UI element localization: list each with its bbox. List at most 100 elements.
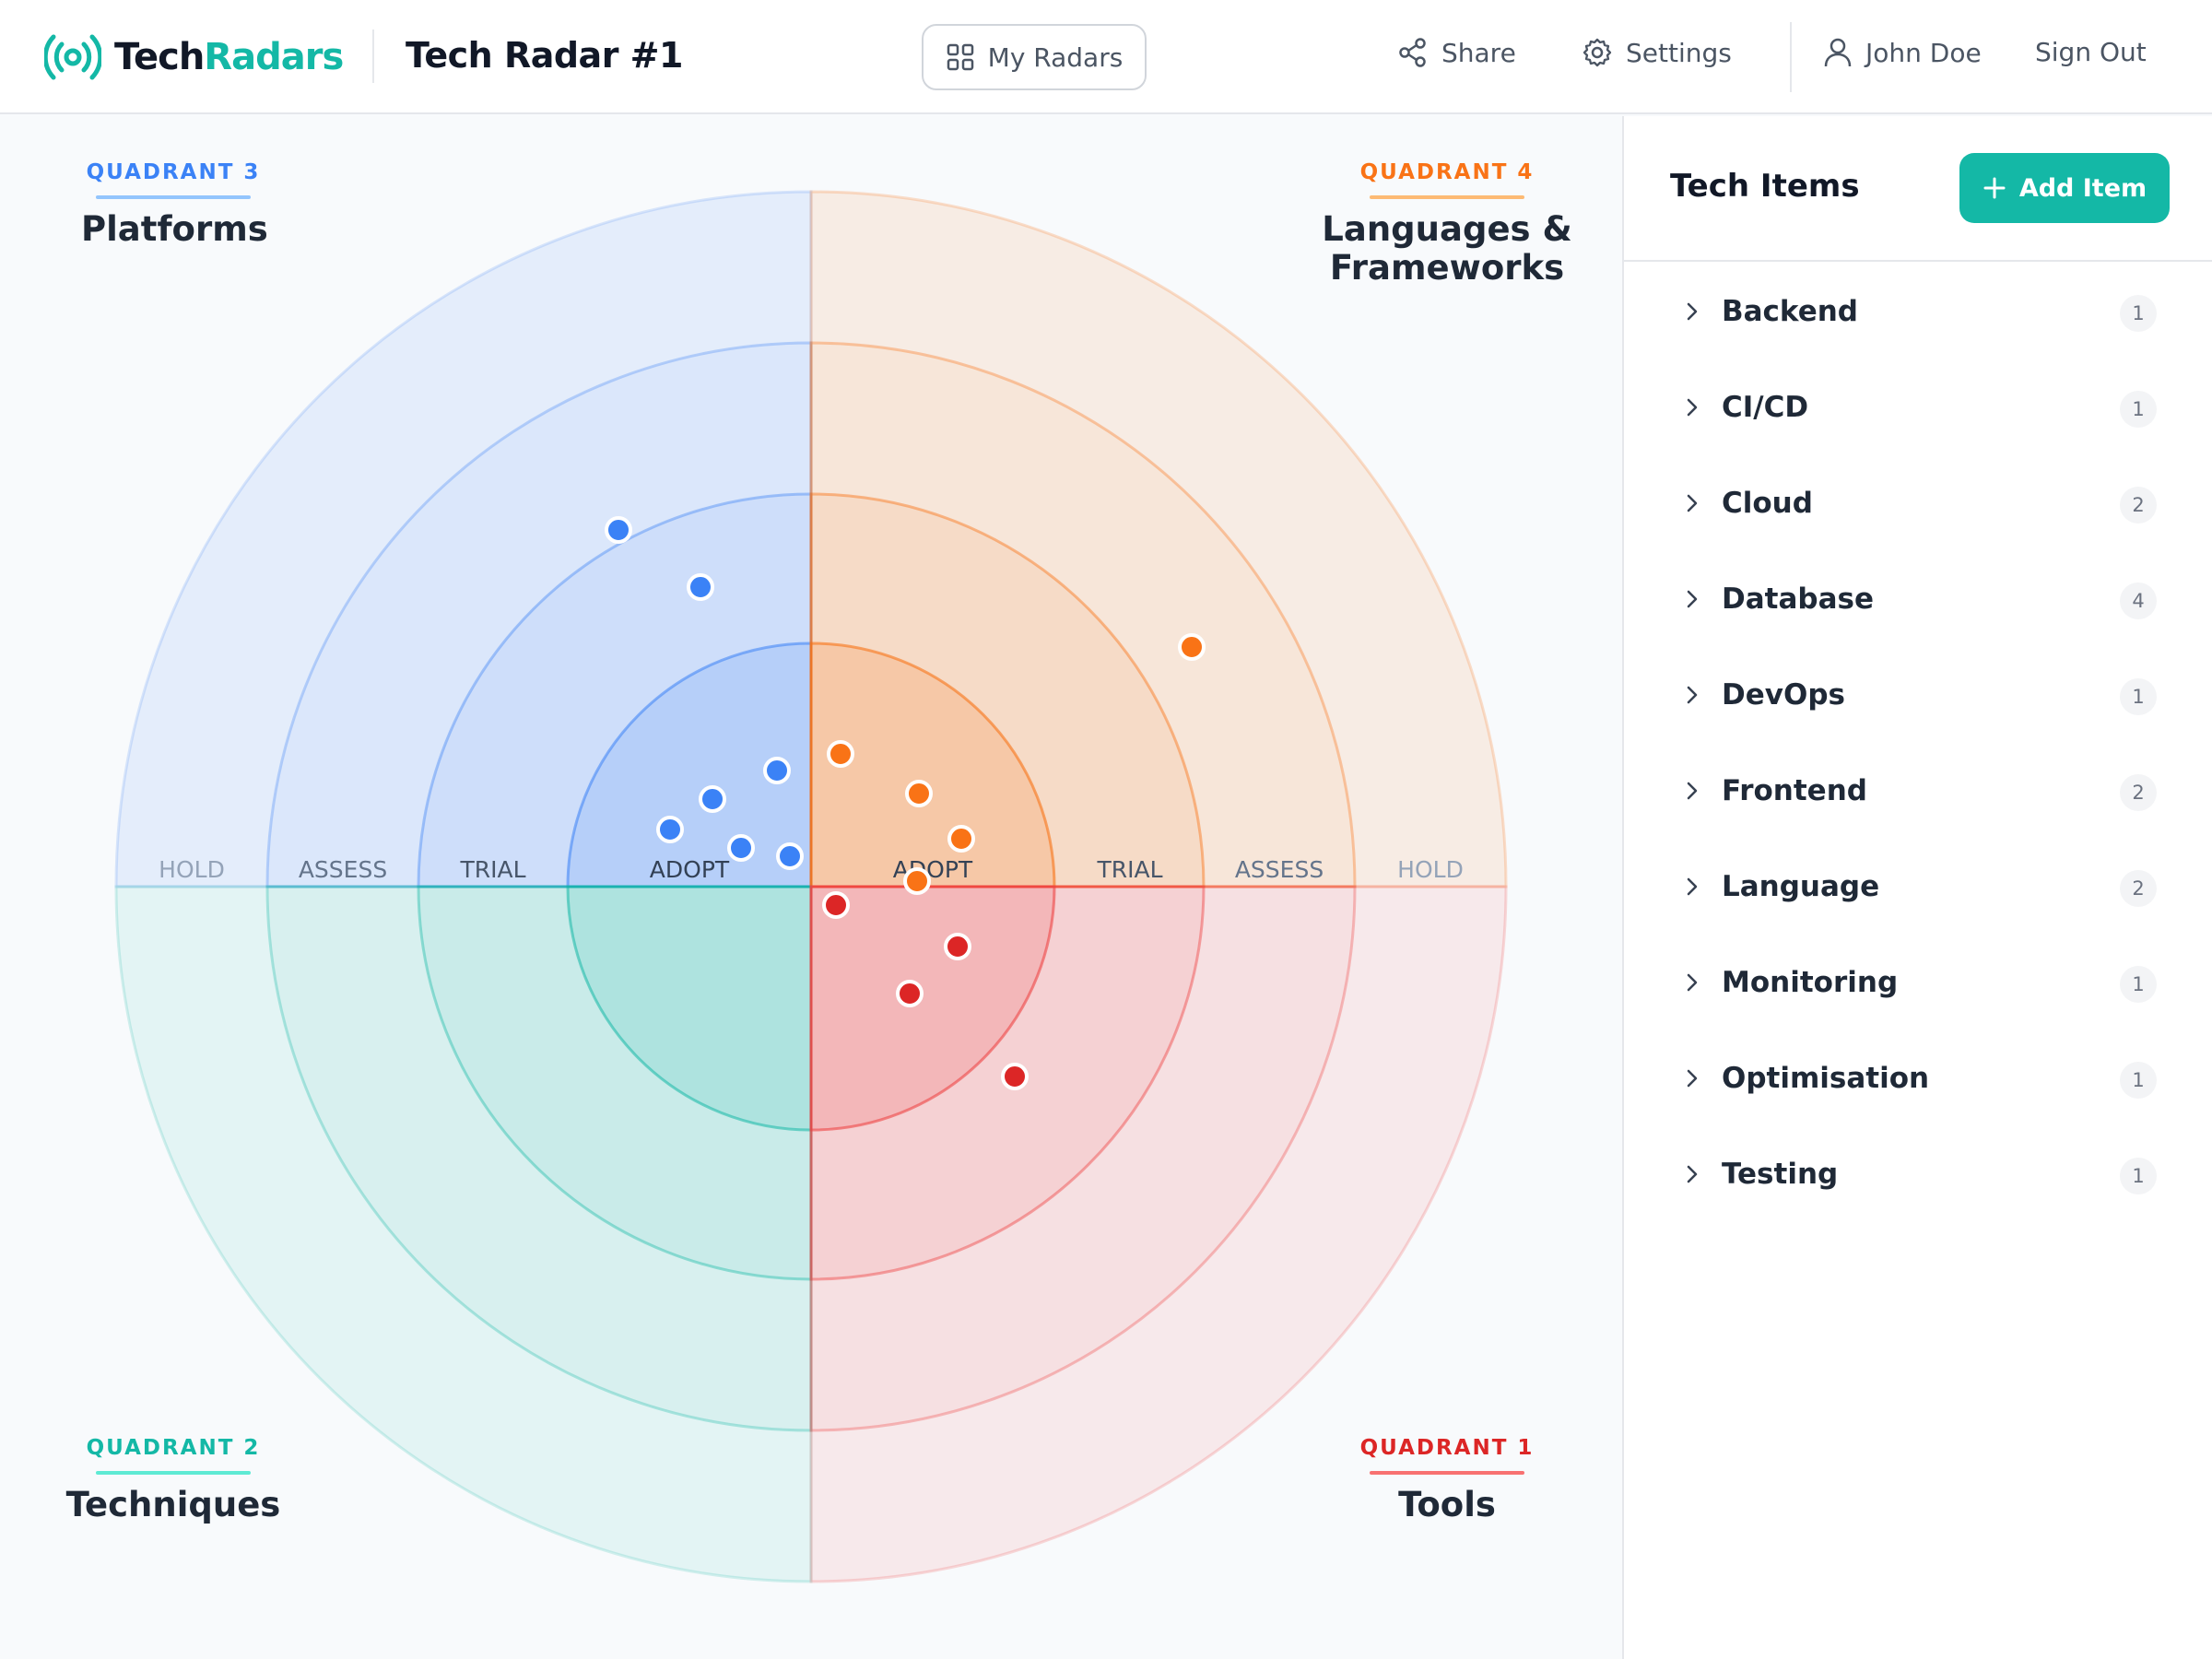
gear-icon: [1583, 38, 1612, 67]
radar-chart: HOLD ASSESS TRIAL ADOPT ADOPT TRIAL ASSE…: [114, 190, 1508, 1583]
q3-ring-adopt: [566, 641, 813, 888]
blip[interactable]: [763, 757, 791, 784]
share-icon: [1399, 38, 1426, 67]
grid-icon: [947, 43, 973, 71]
quadrant-4-label: QUADRANT 4 Languages & Frameworks: [1309, 160, 1585, 288]
quadrant-3-rings: [114, 190, 813, 888]
quadrant-1-number: QUADRANT 1: [1359, 1436, 1535, 1460]
blip[interactable]: [905, 780, 933, 807]
quadrant-4-name-line1: Languages &: [1322, 209, 1572, 249]
blip[interactable]: [656, 816, 684, 843]
blip[interactable]: [944, 933, 971, 960]
add-item-label: Add Item: [2018, 173, 2147, 203]
share-label: Share: [1441, 37, 1516, 68]
chevron-right-icon: [1687, 590, 1698, 608]
category-count-badge: 1: [2120, 678, 2157, 715]
blip[interactable]: [1178, 633, 1206, 661]
category-item-devops[interactable]: DevOps 1: [1624, 647, 2212, 743]
user-icon: [1824, 38, 1852, 67]
app-logo[interactable]: Tech Radars: [44, 31, 344, 83]
category-count-badge: 1: [2120, 966, 2157, 1003]
q1-ring-adopt: [809, 885, 1056, 1132]
category-count-badge: 1: [2120, 295, 2157, 332]
quadrant-3-underline: [96, 195, 251, 199]
chevron-right-icon: [1687, 877, 1698, 896]
category-item-database[interactable]: Database 4: [1624, 551, 2212, 647]
blip[interactable]: [1001, 1063, 1029, 1090]
blip[interactable]: [827, 740, 854, 768]
category-item-backend[interactable]: Backend 1: [1624, 264, 2212, 359]
chevron-right-icon: [1687, 686, 1698, 704]
blip[interactable]: [687, 573, 714, 601]
quadrant-4-name: Languages & Frameworks: [1309, 210, 1585, 288]
sign-out-button[interactable]: Sign Out: [2035, 37, 2147, 67]
q3-ring-assess: [265, 341, 813, 888]
blip[interactable]: [699, 785, 726, 813]
chevron-right-icon: [1687, 1069, 1698, 1088]
chevron-right-icon: [1687, 398, 1698, 417]
blip[interactable]: [903, 867, 931, 895]
quadrant-2-label: QUADRANT 2 Techniques: [63, 1436, 284, 1524]
quadrant-4-underline: [1370, 195, 1524, 199]
q4-ring-hold: [809, 190, 1508, 888]
category-item-frontend[interactable]: Frontend 2: [1624, 743, 2212, 839]
add-item-button[interactable]: Add Item: [1959, 153, 2170, 223]
broadcast-icon: [44, 34, 101, 80]
category-count-badge: 2: [2120, 487, 2157, 524]
user-name: John Doe: [1865, 37, 1982, 68]
q2-ring-hold: [114, 885, 813, 1583]
logo-text-tech: Tech: [114, 36, 205, 78]
category-label: CI/CD: [1722, 391, 1809, 424]
blip[interactable]: [727, 834, 755, 862]
user-profile-button[interactable]: John Doe: [1823, 37, 1982, 68]
my-radars-label: My Radars: [987, 41, 1124, 73]
quadrant-2-number: QUADRANT 2: [86, 1436, 261, 1460]
quadrant-1-name: Tools: [1398, 1485, 1496, 1524]
category-item-language[interactable]: Language 2: [1624, 839, 2212, 935]
share-button[interactable]: Share: [1397, 37, 1516, 68]
header-divider: [372, 29, 374, 83]
q2-ring-adopt: [566, 885, 813, 1132]
blip[interactable]: [947, 825, 975, 853]
q4-ring-assess: [809, 341, 1357, 888]
blip[interactable]: [776, 842, 804, 870]
top-header: Tech Radars Tech Radar #1 My Radars Shar…: [0, 0, 2212, 114]
radar-canvas: HOLD ASSESS TRIAL ADOPT ADOPT TRIAL ASSE…: [0, 116, 1622, 1659]
ring-label-adopt-left: ADOPT: [650, 856, 730, 883]
category-label: Optimisation: [1722, 1062, 1930, 1095]
q2-ring-assess: [265, 885, 813, 1432]
category-label: Testing: [1722, 1158, 1839, 1191]
category-item-testing[interactable]: Testing 1: [1624, 1126, 2212, 1222]
ring-label-trial-right: TRIAL: [1096, 856, 1162, 883]
category-item-cloud[interactable]: Cloud 2: [1624, 455, 2212, 551]
sidebar-title: Tech Items: [1670, 168, 1860, 205]
category-label: Language: [1722, 870, 1880, 903]
blip[interactable]: [822, 891, 850, 919]
category-label: Backend: [1722, 295, 1858, 328]
quadrant-1-label: QUADRANT 1 Tools: [1355, 1436, 1539, 1524]
category-item-cicd[interactable]: CI/CD 1: [1624, 359, 2212, 455]
quadrant-3-name: Platforms: [81, 209, 268, 249]
category-count-badge: 4: [2120, 582, 2157, 619]
settings-button[interactable]: Settings: [1582, 37, 1732, 68]
tech-items-sidebar: Tech Items Add Item Backend 1 CI/CD 1 Cl…: [1622, 116, 2212, 1659]
blip[interactable]: [605, 516, 632, 544]
category-count-badge: 2: [2120, 774, 2157, 811]
quadrant-3-label: QUADRANT 3 Platforms: [81, 160, 268, 249]
category-item-monitoring[interactable]: Monitoring 1: [1624, 935, 2212, 1030]
sign-out-label: Sign Out: [2035, 37, 2147, 67]
category-label: DevOps: [1722, 678, 1845, 712]
category-item-optimisation[interactable]: Optimisation 1: [1624, 1030, 2212, 1126]
category-label: Frontend: [1722, 774, 1867, 807]
category-count-badge: 1: [2120, 1158, 2157, 1194]
quadrant-4-number: QUADRANT 4: [1359, 160, 1535, 184]
logo-text-radars: Radars: [204, 36, 344, 78]
q2-ring-trial: [417, 885, 813, 1281]
chevron-right-icon: [1687, 494, 1698, 512]
quadrant-1-underline: [1370, 1471, 1524, 1475]
sidebar-header: Tech Items Add Item: [1624, 116, 2212, 262]
my-radars-button[interactable]: My Radars: [922, 24, 1147, 90]
chevron-right-icon: [1687, 973, 1698, 992]
ring-label-hold-left: HOLD: [159, 856, 225, 883]
blip[interactable]: [896, 980, 924, 1007]
